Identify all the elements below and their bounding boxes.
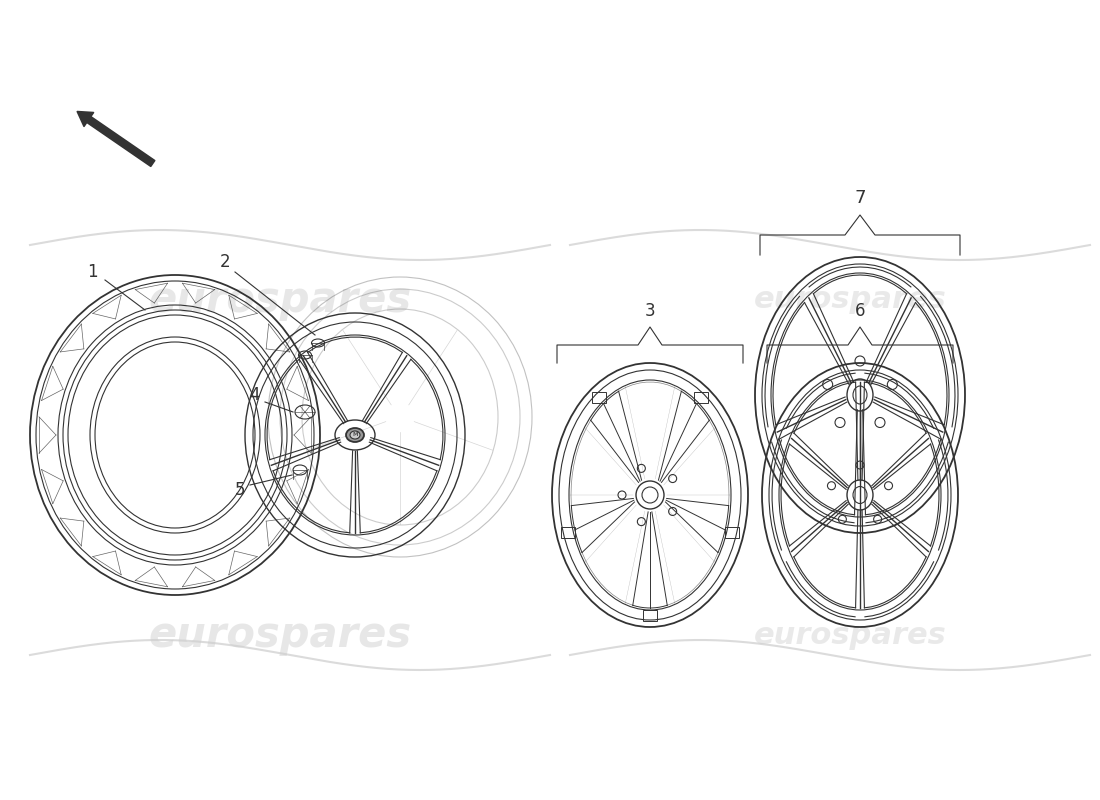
FancyArrowPatch shape [77,111,155,166]
Ellipse shape [346,428,364,442]
Text: eurospares: eurospares [754,621,946,650]
Text: 6: 6 [855,302,866,320]
Text: eurospares: eurospares [148,614,411,656]
Text: 4: 4 [250,386,261,404]
Text: 7: 7 [855,189,866,207]
Text: eurospares: eurospares [148,279,411,321]
Text: 1: 1 [87,263,97,281]
Text: eurospares: eurospares [754,286,946,314]
Text: M: M [352,433,358,438]
Text: 5: 5 [234,481,245,499]
Text: 2: 2 [220,253,230,271]
Ellipse shape [350,431,360,439]
Text: 3: 3 [645,302,656,320]
